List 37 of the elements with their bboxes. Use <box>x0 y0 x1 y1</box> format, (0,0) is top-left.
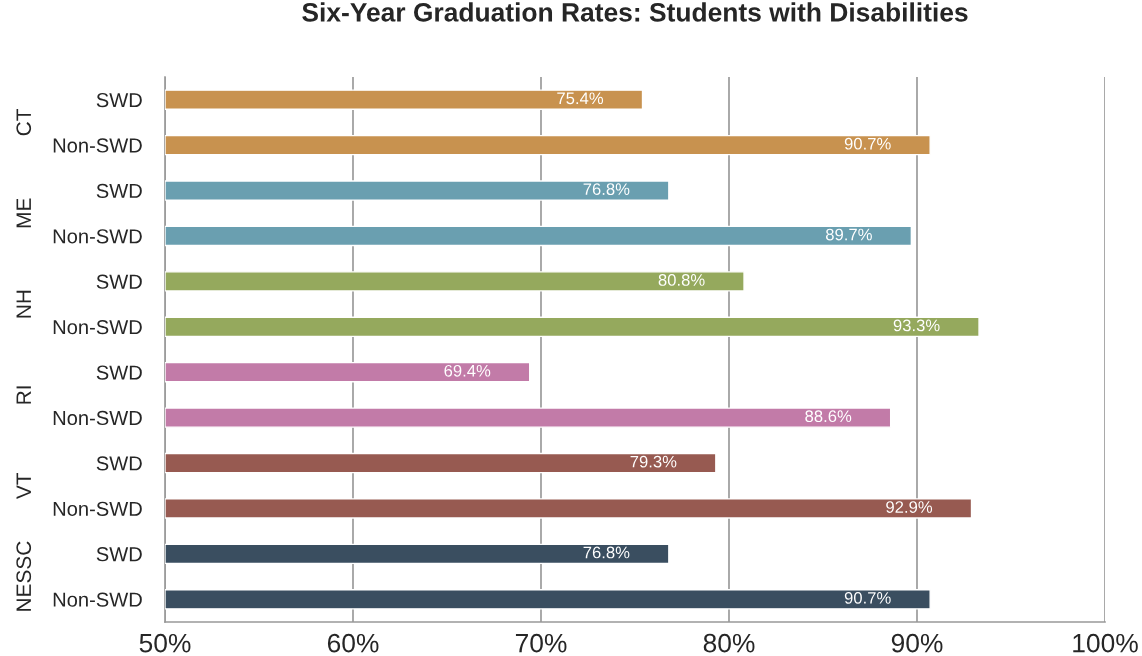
y-tick-label: Non-SWD <box>53 320 142 335</box>
data-label: 76.8% <box>583 546 630 559</box>
data-label: 90.7% <box>844 137 891 150</box>
data-label: 92.9% <box>886 501 933 513</box>
y-tick-label: Non-SWD <box>53 501 142 516</box>
data-label: 80.8% <box>658 274 705 286</box>
x-tick-label: 90% <box>891 633 943 653</box>
data-label: 69.4% <box>444 364 491 377</box>
y-tick-label: SWD <box>96 456 142 471</box>
y-tick-label: Non-SWD <box>53 410 142 426</box>
y-tick-label: SWD <box>96 92 142 108</box>
y-tick-label: Non-SWD <box>53 138 142 153</box>
x-tick-label: 80% <box>703 633 755 653</box>
y-tick-label: SWD <box>96 365 142 380</box>
x-tick-label: 50% <box>139 633 191 653</box>
y-tick-label: SWD <box>96 274 142 289</box>
data-label: 90.7% <box>844 591 891 604</box>
text: CT <box>16 109 32 136</box>
data-label: 88.6% <box>805 410 852 423</box>
x-tick-label: 70% <box>515 633 567 653</box>
data-label: 93.3% <box>893 319 940 332</box>
chart-title: Six-Year Graduation Rates: Students with Disabilities <box>302 2 968 22</box>
x-tick-label: 100% <box>1073 633 1138 653</box>
text: RI <box>16 386 31 404</box>
text: ME <box>16 198 31 228</box>
text: NESSC <box>16 541 32 611</box>
data-label: 76.8% <box>583 183 630 196</box>
y-tick-label: Non-SWD <box>53 592 142 607</box>
text: NH <box>16 290 31 318</box>
data-label: 89.7% <box>825 228 872 241</box>
text: VT <box>16 472 31 499</box>
y-tick-label: Non-SWD <box>53 229 142 244</box>
data-label: 75.4% <box>557 92 604 105</box>
y-tick-label: SWD <box>96 547 142 562</box>
y-tick-label: SWD <box>96 183 142 199</box>
data-label: 79.3% <box>630 455 677 468</box>
x-tick-label: 60% <box>327 633 379 653</box>
